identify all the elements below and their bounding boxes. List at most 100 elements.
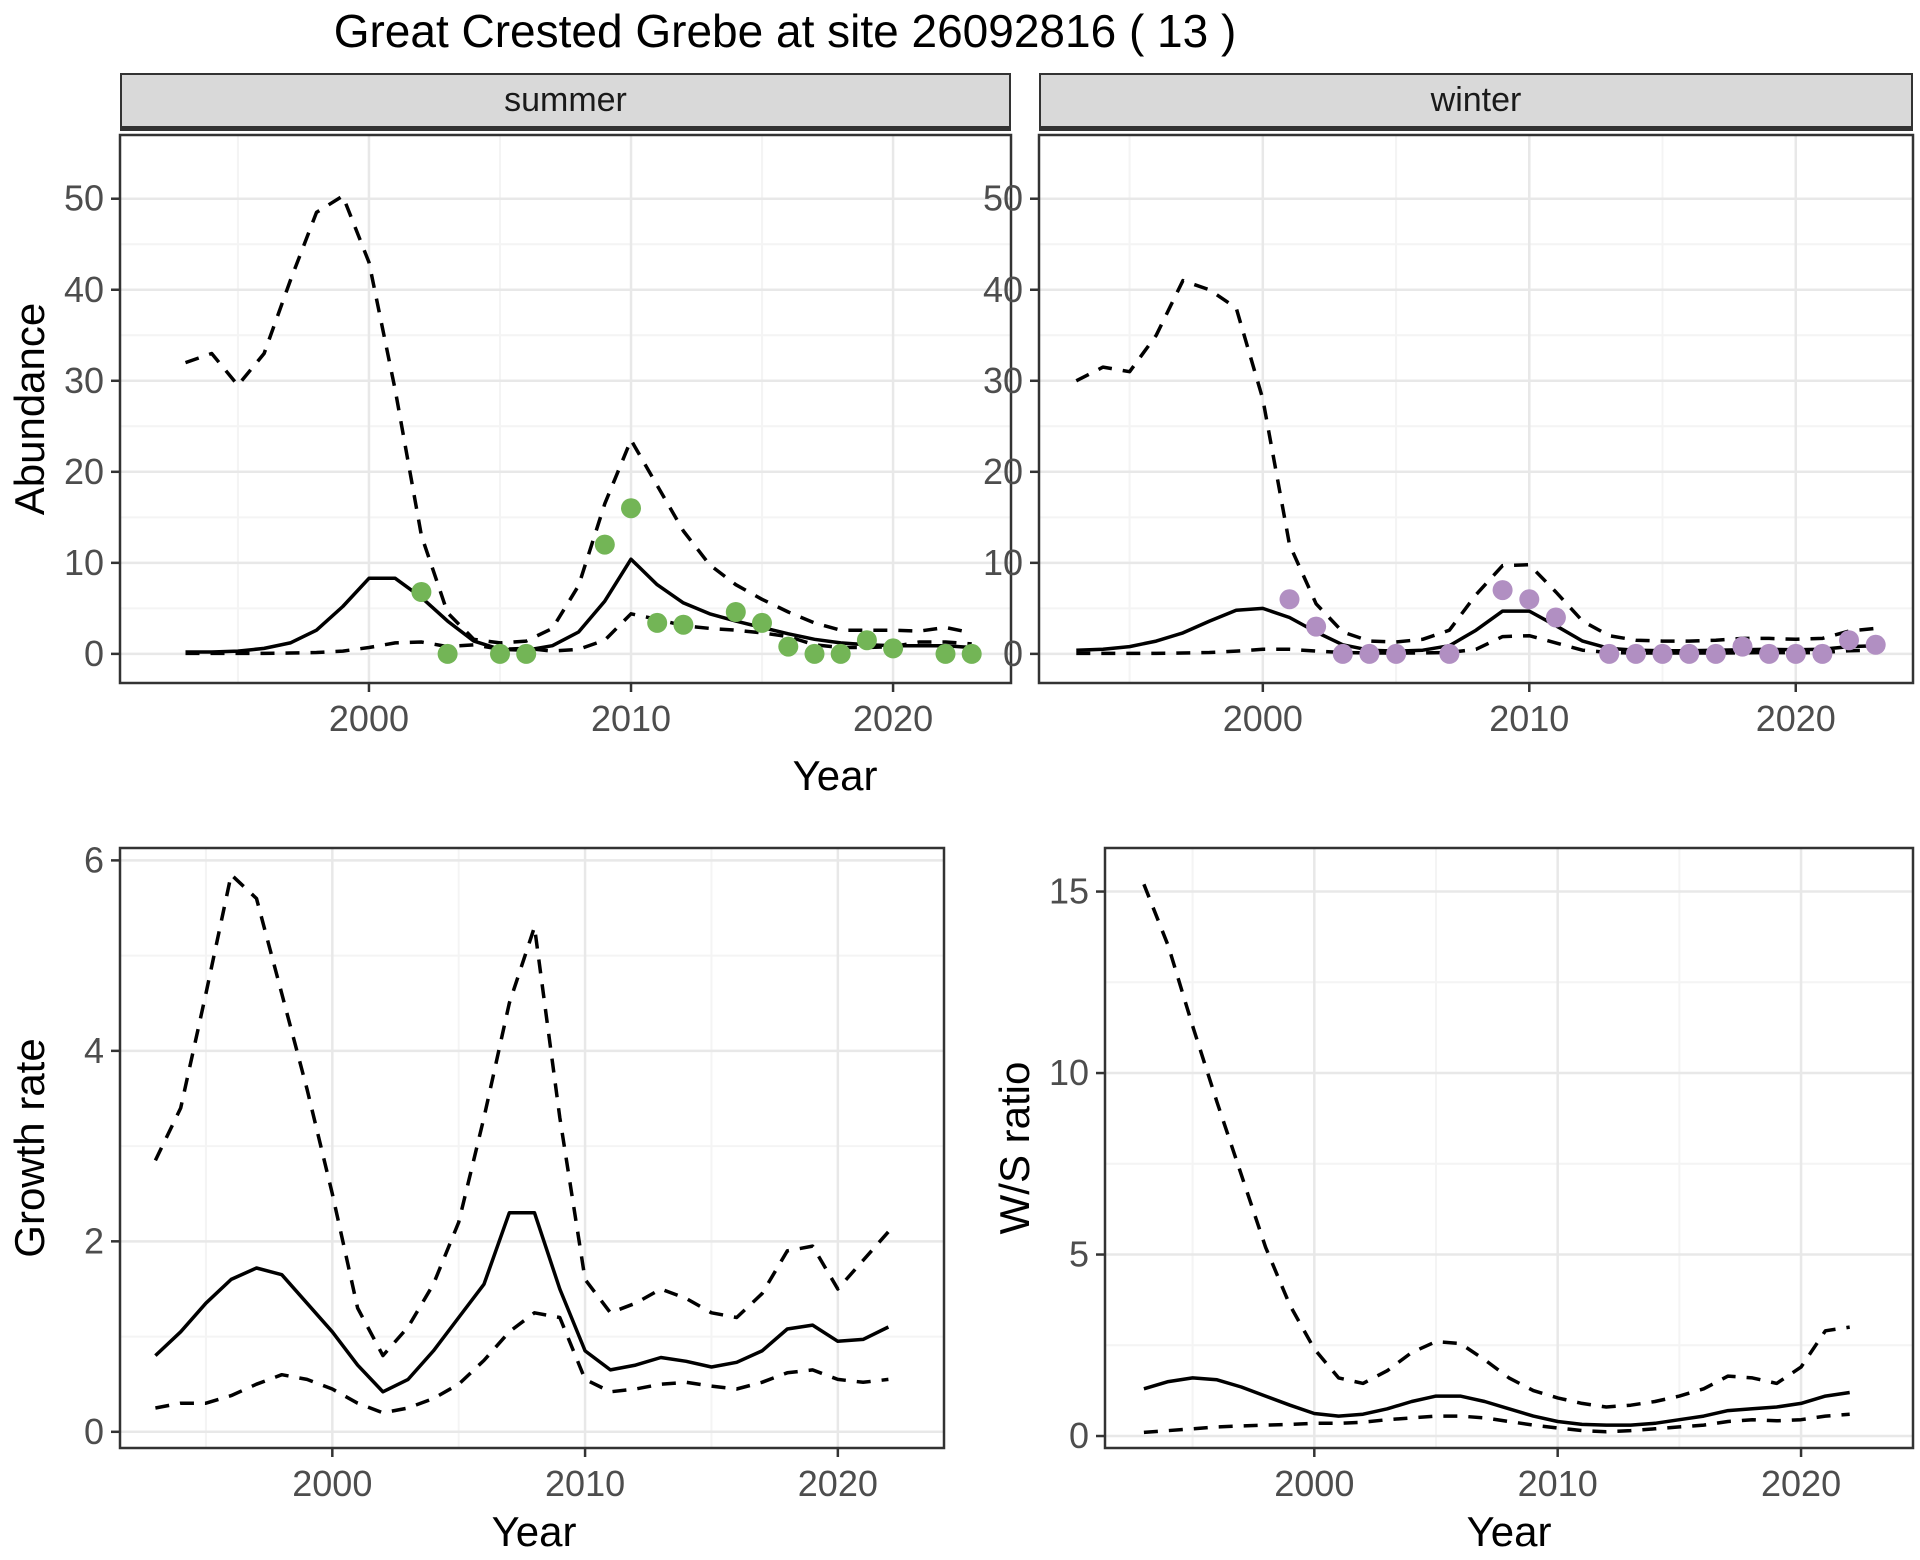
panel-border (118, 846, 946, 1450)
data-point (804, 643, 825, 664)
y-tick-label: 40 (983, 269, 1023, 310)
series-line-fit (1143, 1376, 1850, 1427)
y-tick-label: 50 (64, 178, 104, 219)
data-point (1492, 580, 1513, 601)
facet-strip-summer: summer (120, 73, 1011, 131)
data-point (1652, 643, 1673, 664)
x-tick-label: 2000 (292, 1463, 372, 1504)
series-line-lower_ci (1143, 1412, 1850, 1435)
x-tick-label: 2010 (1489, 698, 1569, 739)
y-tick-label: 0 (84, 1411, 104, 1452)
facet-strip-winter: winter (1039, 73, 1913, 131)
data-point (516, 643, 537, 664)
series-line-upper_ci (153, 872, 890, 1358)
data-point (1359, 643, 1380, 664)
data-point (1839, 630, 1859, 651)
panel-border (1037, 133, 1915, 685)
x-tick-label: 2020 (1756, 698, 1836, 739)
data-point (1732, 636, 1753, 657)
y-tick-label: 30 (64, 360, 104, 401)
data-point (883, 638, 904, 659)
y-tick-label: 10 (1049, 1052, 1089, 1093)
panel-growth: 2000 2010 2020 0 2 4 6 (84, 839, 946, 1504)
x-tick-label: 2010 (1518, 1463, 1598, 1504)
data-point (490, 643, 510, 664)
data-point (1306, 616, 1327, 637)
y-tick-label: 0 (1003, 633, 1023, 674)
data-point (594, 534, 615, 555)
figure-title: Great Crested Grebe at site 26092816 ( 1… (333, 5, 1237, 57)
x-tick-label: 2010 (545, 1463, 625, 1504)
x-tick-label: 2000 (329, 698, 409, 739)
data-point (830, 643, 851, 664)
data-point (673, 614, 694, 635)
x-tick-label: 2000 (1223, 698, 1303, 739)
x-tick-label: 2020 (853, 698, 933, 739)
x-axis-title-year-ws: Year (1466, 1508, 1552, 1555)
y-tick-label: 10 (983, 542, 1023, 583)
x-axis-title-year-top: Year (792, 752, 878, 799)
y-axis-title-ws-ratio: W/S ratio (991, 1061, 1038, 1235)
series-line-fit (1076, 606, 1876, 653)
series-line-fit (154, 1211, 890, 1394)
data-point (961, 643, 982, 664)
panel-border (118, 133, 1013, 685)
y-tick-label: 10 (64, 542, 104, 583)
series-line-lower_ci (185, 612, 972, 656)
y-tick-label: 2 (84, 1220, 104, 1261)
y-axis-title-abundance: Abundance (6, 302, 53, 516)
x-tick-label: 2020 (1761, 1463, 1841, 1504)
data-point (1279, 589, 1300, 610)
series-line-lower_ci (155, 1311, 889, 1415)
y-tick-label: 4 (84, 1030, 104, 1071)
data-point (1439, 643, 1460, 664)
facet-strip-summer-label: summer (504, 81, 627, 119)
series-line-lower_ci (1076, 633, 1876, 656)
y-tick-label: 30 (983, 360, 1023, 401)
y-tick-label: 40 (64, 269, 104, 310)
data-point (1386, 643, 1407, 664)
data-point (1759, 643, 1780, 664)
y-tick-label: 20 (64, 451, 104, 492)
data-point (725, 602, 746, 622)
data-point (1705, 643, 1726, 664)
data-point (778, 636, 799, 657)
data-point (621, 498, 641, 519)
panel-summer: 2000 2010 2020 0 10 20 30 40 50 (64, 133, 1013, 739)
x-tick-label: 2000 (1274, 1463, 1354, 1504)
panel-ws: 2000 2010 2020 0 5 10 15 (1049, 846, 1915, 1504)
data-point (1545, 607, 1566, 628)
facet-strip-winter-label: winter (1430, 81, 1522, 119)
data-point (1812, 643, 1833, 664)
y-tick-label: 6 (84, 839, 104, 880)
data-point (752, 612, 772, 633)
y-tick-label: 0 (1069, 1415, 1089, 1456)
panel-border (1103, 846, 1915, 1450)
y-tick-label: 15 (1049, 871, 1089, 912)
y-axis-title-growth-rate: Growth rate (6, 1038, 53, 1258)
data-point (1519, 589, 1540, 610)
data-point (437, 643, 458, 664)
data-point (1625, 643, 1646, 664)
data-point (1785, 643, 1806, 664)
x-tick-label: 2020 (798, 1463, 878, 1504)
y-tick-label: 5 (1069, 1234, 1089, 1275)
series-line-upper_ci (1142, 883, 1850, 1409)
data-point (935, 643, 956, 664)
x-axis-title-year-growth: Year (491, 1508, 577, 1555)
data-point (647, 612, 668, 633)
y-tick-label: 20 (983, 451, 1023, 492)
series-line-upper_ci (184, 194, 973, 645)
panel-winter: 2000 2010 2020 0 10 20 30 40 50 (983, 133, 1915, 739)
data-point (1865, 634, 1886, 655)
data-point (1332, 643, 1353, 664)
data-point (1599, 643, 1620, 664)
series-line-fit (185, 557, 972, 654)
data-point (411, 582, 432, 602)
data-point (1679, 643, 1700, 664)
data-point (856, 630, 877, 651)
y-tick-label: 50 (983, 178, 1023, 219)
x-tick-label: 2010 (591, 698, 671, 739)
